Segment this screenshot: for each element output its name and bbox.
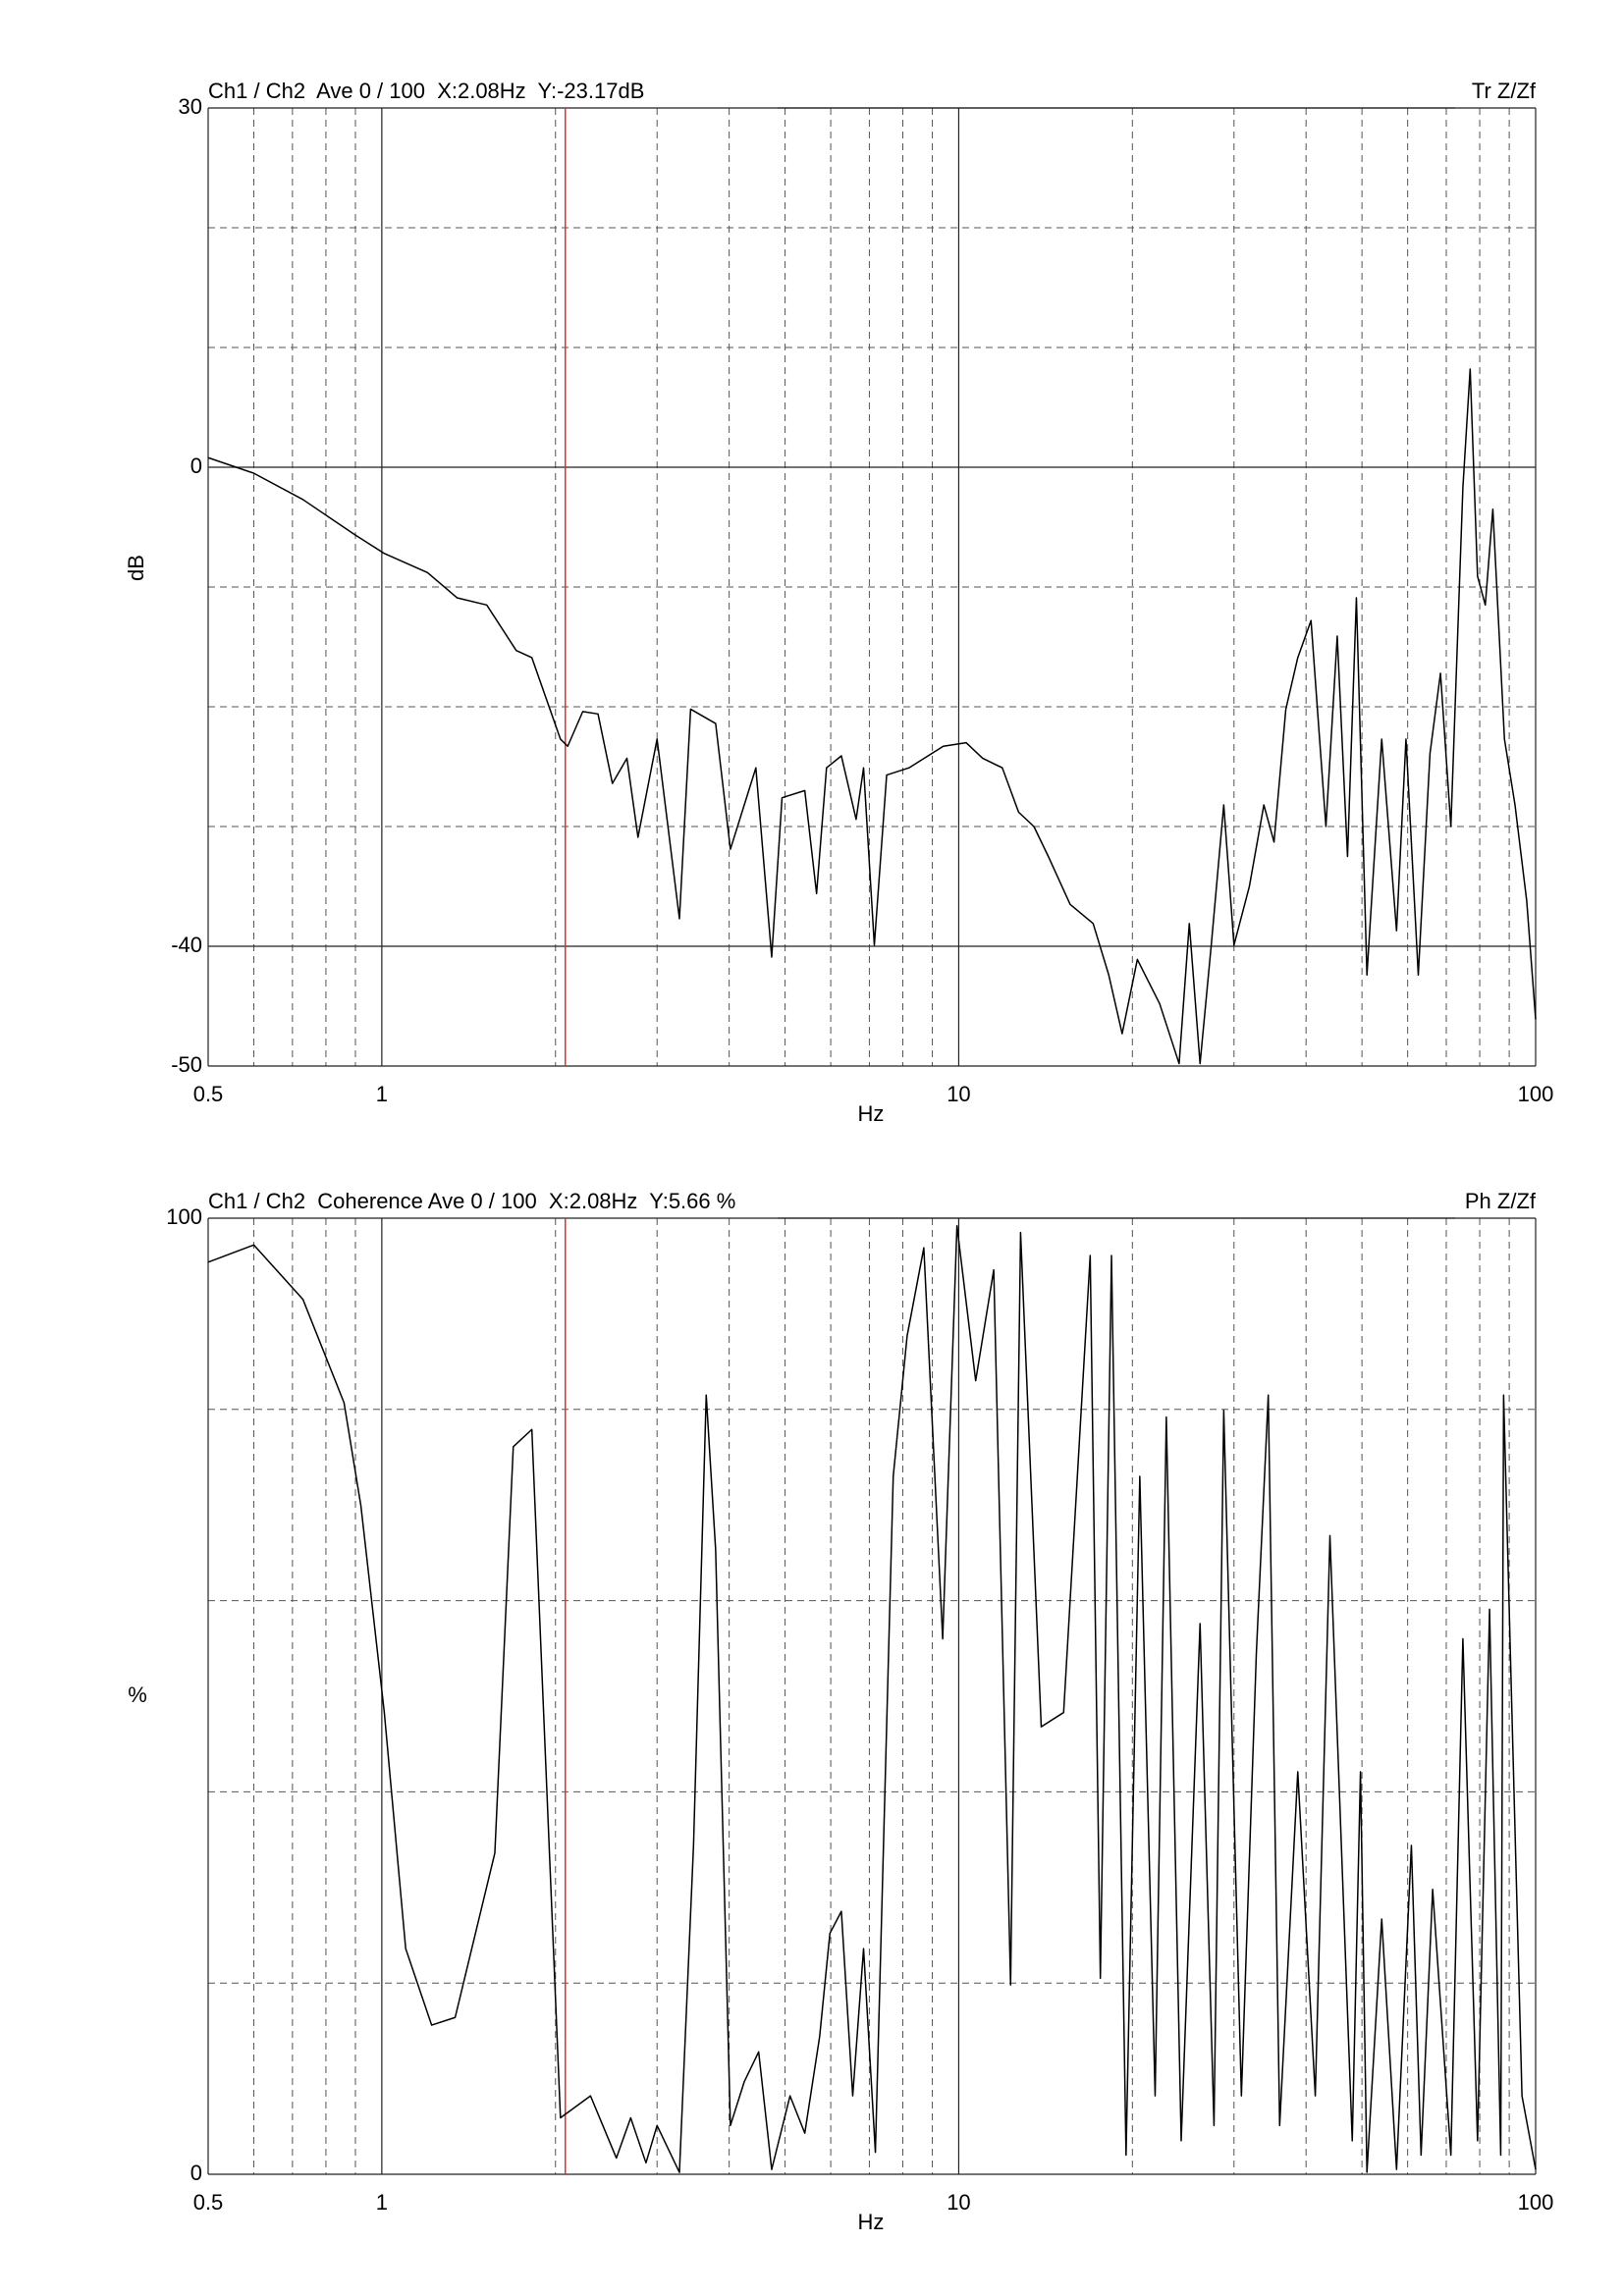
- x-tick-label: 1: [376, 1082, 388, 1106]
- x-tick-label: 100: [1518, 1082, 1554, 1106]
- y-tick-label: -40: [171, 933, 202, 957]
- corner-label: Tr Z/Zf: [1472, 79, 1537, 103]
- chart-title: Ch1 / Ch2 Ave 0 / 100 X:2.08Hz Y:-23.17d…: [208, 79, 644, 103]
- y-tick-label: 100: [166, 1204, 202, 1229]
- y-tick-label: 0: [190, 2161, 202, 2185]
- x-axis-label: Hz: [858, 2210, 885, 2234]
- corner-label: Ph Z/Zf: [1465, 1189, 1537, 1213]
- y-axis-label: %: [128, 1682, 147, 1707]
- x-tick-label: 1: [376, 2190, 388, 2215]
- y-axis-label: dB: [124, 555, 148, 581]
- x-axis-label: Hz: [858, 1101, 885, 1126]
- y-tick-label: 30: [179, 94, 202, 119]
- x-tick-label: 100: [1518, 2190, 1554, 2215]
- x-tick-label: 0.5: [193, 2190, 224, 2215]
- chart-title: Ch1 / Ch2 Coherence Ave 0 / 100 X:2.08Hz…: [208, 1189, 735, 1213]
- series-line: [207, 368, 1537, 1065]
- y-tick-label: 0: [190, 454, 202, 478]
- x-tick-label: 10: [947, 2190, 970, 2215]
- x-tick-label: 0.5: [193, 1082, 224, 1106]
- y-tick-label: -50: [171, 1052, 202, 1077]
- x-tick-label: 10: [947, 1082, 970, 1106]
- series-line: [207, 1225, 1537, 2173]
